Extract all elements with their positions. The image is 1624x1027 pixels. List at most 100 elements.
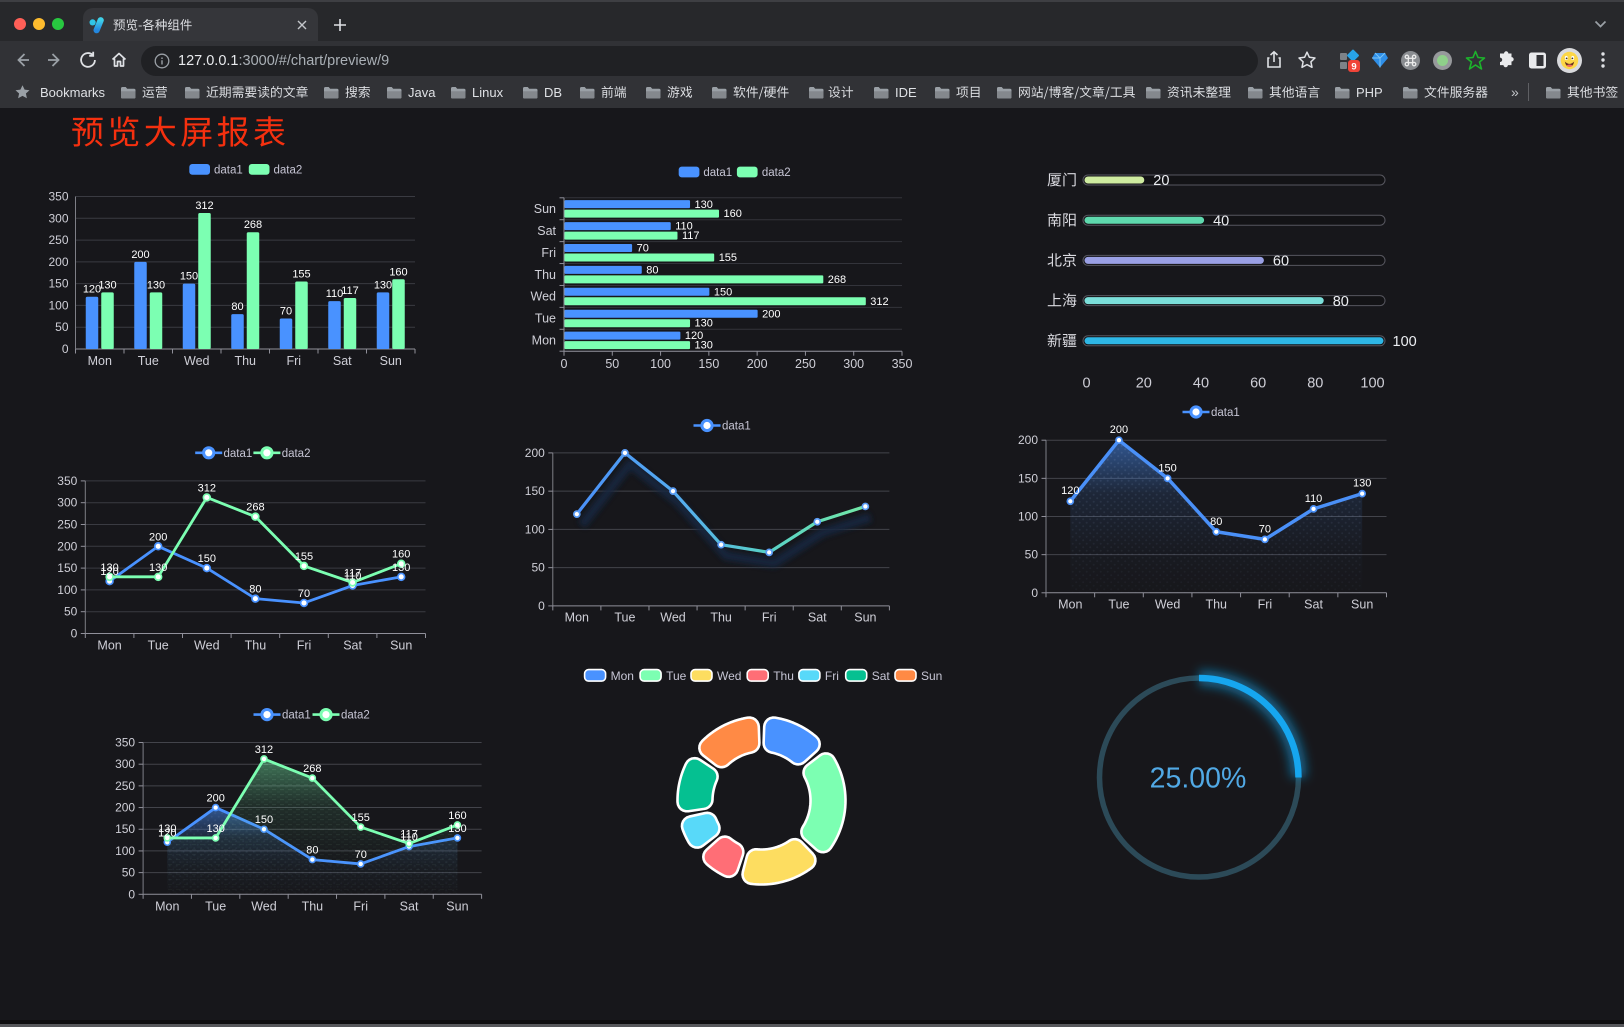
svg-text:data2: data2 <box>282 448 311 460</box>
svg-text:Mon: Mon <box>1058 598 1082 612</box>
svg-text:120: 120 <box>100 566 118 578</box>
svg-text:Tue: Tue <box>614 611 635 625</box>
svg-text:150: 150 <box>1018 471 1038 485</box>
svg-text:Sun: Sun <box>390 639 412 653</box>
svg-text:250: 250 <box>57 518 77 532</box>
svg-text:150: 150 <box>180 271 198 283</box>
svg-text:100: 100 <box>650 357 671 371</box>
svg-text:350: 350 <box>892 357 913 371</box>
svg-text:268: 268 <box>246 502 264 514</box>
svg-text:100: 100 <box>1393 334 1417 350</box>
svg-text:80: 80 <box>231 301 243 313</box>
svg-text:0: 0 <box>62 342 69 356</box>
svg-text:150: 150 <box>115 822 135 836</box>
svg-text:50: 50 <box>64 605 78 619</box>
svg-text:70: 70 <box>280 306 292 318</box>
svg-text:100: 100 <box>48 298 68 312</box>
svg-text:150: 150 <box>255 814 273 826</box>
svg-text:200: 200 <box>747 357 768 371</box>
svg-text:110: 110 <box>344 571 362 583</box>
svg-text:Sat: Sat <box>1304 598 1323 612</box>
svg-text:130: 130 <box>695 318 713 330</box>
svg-text:200: 200 <box>1110 424 1128 436</box>
svg-text:155: 155 <box>352 812 370 824</box>
svg-text:Fri: Fri <box>353 900 368 914</box>
svg-text:300: 300 <box>57 496 77 510</box>
svg-text:50: 50 <box>605 357 619 371</box>
svg-text:data1: data1 <box>214 165 243 177</box>
svg-text:150: 150 <box>57 561 77 575</box>
svg-text:200: 200 <box>57 539 77 553</box>
svg-text:130: 130 <box>695 340 713 352</box>
svg-text:110: 110 <box>400 832 418 844</box>
svg-text:Thu: Thu <box>1205 598 1227 612</box>
svg-text:130: 130 <box>147 279 165 291</box>
svg-text:Wed: Wed <box>184 354 210 368</box>
svg-text:0: 0 <box>71 627 78 641</box>
svg-text:250: 250 <box>795 357 816 371</box>
svg-text:117: 117 <box>341 285 359 297</box>
svg-text:200: 200 <box>762 308 780 320</box>
svg-text:100: 100 <box>115 844 135 858</box>
svg-text:130: 130 <box>98 279 116 291</box>
svg-text:Sun: Sun <box>380 354 402 368</box>
svg-text:110: 110 <box>1305 493 1323 505</box>
svg-text:200: 200 <box>525 446 545 460</box>
svg-text:160: 160 <box>724 208 742 220</box>
svg-text:300: 300 <box>115 757 135 771</box>
svg-text:312: 312 <box>870 296 888 308</box>
svg-text:Sat: Sat <box>537 224 556 238</box>
svg-text:50: 50 <box>122 866 136 880</box>
svg-text:Mon: Mon <box>88 354 112 368</box>
svg-text:110: 110 <box>675 221 693 233</box>
svg-text:25.00%: 25.00% <box>1150 763 1247 795</box>
svg-text:155: 155 <box>295 551 313 563</box>
svg-text:150: 150 <box>698 357 719 371</box>
svg-text:Sat: Sat <box>400 900 419 914</box>
svg-text:80: 80 <box>646 265 658 277</box>
svg-text:Mon: Mon <box>155 900 179 914</box>
svg-text:Thu: Thu <box>773 669 794 683</box>
svg-text:20: 20 <box>1153 173 1169 189</box>
svg-text:130: 130 <box>206 823 224 835</box>
svg-text:120: 120 <box>685 330 703 342</box>
svg-text:150: 150 <box>198 553 216 565</box>
svg-text:130: 130 <box>158 823 176 835</box>
svg-text:130: 130 <box>374 279 392 291</box>
svg-text:0: 0 <box>1031 586 1038 600</box>
svg-text:Sat: Sat <box>808 611 827 625</box>
svg-text:Tue: Tue <box>666 669 687 683</box>
svg-text:Thu: Thu <box>234 354 256 368</box>
svg-text:160: 160 <box>392 549 410 561</box>
svg-text:Thu: Thu <box>534 268 556 282</box>
svg-text:150: 150 <box>1158 462 1176 474</box>
svg-text:120: 120 <box>83 284 101 296</box>
svg-text:0: 0 <box>561 357 568 371</box>
svg-text:Wed: Wed <box>1155 598 1181 612</box>
svg-text:80: 80 <box>1210 516 1222 528</box>
svg-text:80: 80 <box>249 584 261 596</box>
svg-text:data2: data2 <box>274 165 303 177</box>
svg-text:Mon: Mon <box>565 611 589 625</box>
svg-text:268: 268 <box>244 219 262 231</box>
svg-text:100: 100 <box>525 522 545 536</box>
svg-text:Tue: Tue <box>138 354 159 368</box>
svg-text:data2: data2 <box>341 710 370 722</box>
svg-text:350: 350 <box>48 190 68 204</box>
svg-text:150: 150 <box>48 277 68 291</box>
svg-text:155: 155 <box>292 268 310 280</box>
svg-text:Mon: Mon <box>97 639 121 653</box>
svg-text:160: 160 <box>448 810 466 822</box>
svg-text:70: 70 <box>298 588 310 600</box>
svg-text:130: 130 <box>1353 478 1371 490</box>
svg-text:0: 0 <box>538 599 545 613</box>
svg-text:50: 50 <box>531 561 545 575</box>
svg-text:200: 200 <box>1018 433 1038 447</box>
svg-text:Sat: Sat <box>343 639 362 653</box>
svg-text:0: 0 <box>128 887 135 901</box>
svg-text:Sat: Sat <box>872 669 891 683</box>
svg-text:120: 120 <box>158 827 176 839</box>
svg-text:50: 50 <box>55 320 69 334</box>
svg-text:80: 80 <box>1333 294 1349 310</box>
svg-text:200: 200 <box>115 801 135 815</box>
